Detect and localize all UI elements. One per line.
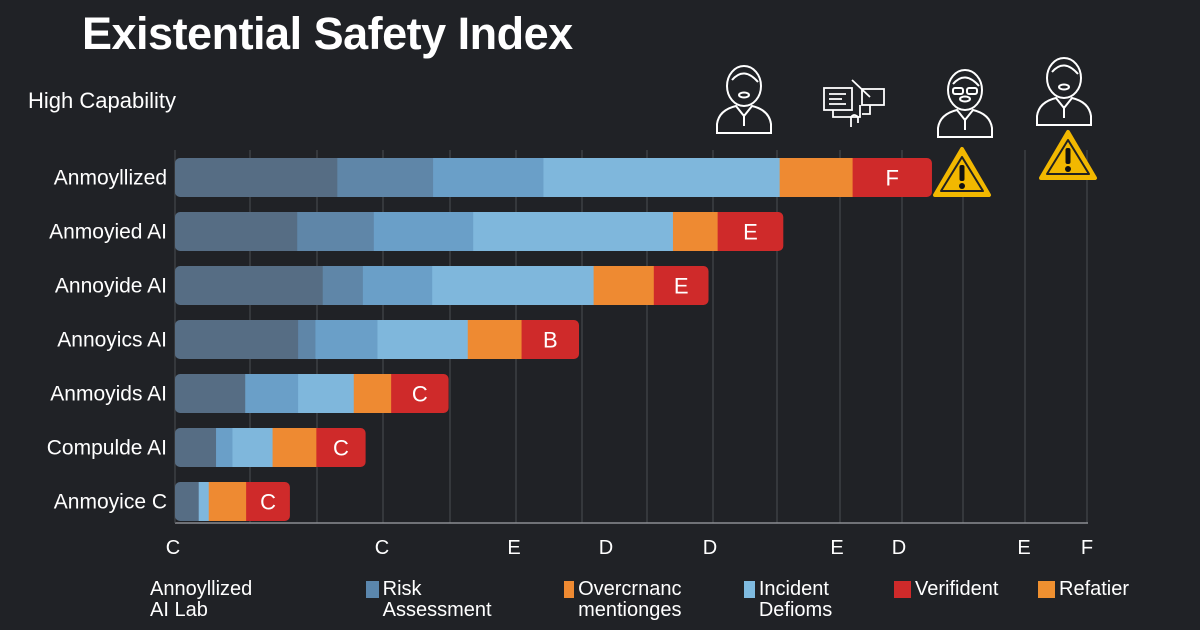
grade-label: F	[886, 166, 899, 191]
bar-row: C	[175, 428, 366, 467]
grade-label: E	[743, 220, 758, 245]
bar-segment	[362, 266, 433, 305]
bar-segment	[653, 266, 709, 305]
chart-title: Existential Safety Index	[82, 8, 573, 59]
chart-subtitle: High Capability	[28, 88, 176, 113]
bar-row: E	[175, 212, 784, 251]
y-tick-label: Anmoyied AI	[49, 221, 167, 244]
bar-segment	[377, 320, 469, 359]
grade-label: C	[333, 436, 349, 461]
bar-segment	[175, 320, 299, 359]
x-tick-label: D	[599, 537, 613, 559]
legend-item: Verifident	[894, 579, 998, 600]
bar-segment	[208, 482, 247, 521]
bar-segment	[779, 158, 854, 197]
y-tick-label: Anmoyllized	[54, 167, 167, 190]
bar-row: F	[175, 158, 932, 197]
bar-segment	[852, 158, 932, 197]
bar-segment	[272, 428, 317, 467]
x-tick-label: C	[166, 537, 180, 559]
bar-segment	[245, 374, 299, 413]
legend-title: Annoyllized AI Lab	[150, 579, 252, 621]
bar-row: E	[175, 266, 709, 305]
legend-item: Refatier	[1038, 579, 1129, 600]
bar-segment	[433, 158, 544, 197]
y-tick-label: Compulde AI	[47, 437, 167, 460]
bar-segment	[521, 320, 580, 359]
legend-label: Verifident	[915, 578, 999, 600]
bar-segment	[232, 428, 274, 467]
bar-row: B	[175, 320, 580, 359]
bar-segment	[175, 266, 324, 305]
x-tick-label: C	[375, 537, 389, 559]
bar-segment	[432, 266, 595, 305]
bar-segment	[298, 320, 316, 359]
bar-row: C	[175, 482, 290, 521]
x-tick-label: D	[892, 537, 906, 559]
bar-segment	[315, 320, 378, 359]
x-tick-label: F	[1081, 537, 1093, 559]
grade-label: C	[260, 490, 276, 515]
legend-swatch	[1038, 581, 1055, 598]
legend-swatch	[366, 581, 379, 598]
x-tick-label: E	[507, 537, 520, 559]
bar-segment	[216, 428, 233, 467]
documents-icon	[823, 79, 885, 127]
x-tick-label: E	[1017, 537, 1030, 559]
x-tick-label: E	[830, 537, 843, 559]
legend-item: Incident Defioms	[744, 579, 854, 621]
legend-item: Risk Assessment	[366, 579, 496, 621]
bar-segment	[337, 158, 434, 197]
bar-segment	[473, 212, 674, 251]
person-icon	[1036, 57, 1092, 126]
bar-segment	[298, 374, 355, 413]
person-glasses-icon	[937, 69, 993, 138]
bar-segment	[175, 158, 338, 197]
legend-swatch	[894, 581, 911, 598]
legend-label: Overcrnanc mentionges	[578, 578, 682, 621]
y-tick-label: Anmoyice C	[54, 491, 167, 514]
bar-row: C	[175, 374, 449, 413]
legend-title-text: Annoyllized AI Lab	[150, 578, 253, 621]
grade-label: B	[543, 328, 558, 353]
bar-segment	[316, 428, 366, 467]
bar-segment	[467, 320, 523, 359]
y-tick-label: Anmoyids AI	[50, 383, 167, 406]
person-icon	[716, 65, 772, 134]
y-tick-label: Annoyide AI	[55, 275, 167, 298]
bar-segment	[322, 266, 364, 305]
grade-label: E	[674, 274, 689, 299]
legend-item: Overcrnanc mentionges	[564, 579, 704, 621]
legend-label: Risk Assessment	[382, 578, 492, 621]
warning-icon	[1039, 130, 1097, 180]
bar-segment	[246, 482, 290, 521]
y-tick-label: Annoyics AI	[57, 329, 167, 352]
x-tick-label: D	[703, 537, 717, 559]
bar-segment	[373, 212, 474, 251]
bar-segment	[198, 482, 210, 521]
legend-swatch	[744, 581, 755, 598]
bar-segment	[175, 482, 200, 521]
warning-icon	[933, 147, 991, 197]
bar-segment	[543, 158, 781, 197]
legend-label: Refatier	[1059, 578, 1130, 600]
grade-label: C	[412, 382, 428, 407]
legend-swatch	[564, 581, 575, 598]
bar-segment	[175, 212, 298, 251]
bar-segment	[353, 374, 392, 413]
bar-segment	[391, 374, 449, 413]
bar-segment	[593, 266, 655, 305]
bar-segment	[175, 374, 246, 413]
legend-label: Incident Defioms	[758, 578, 833, 621]
bar-segment	[175, 428, 217, 467]
bar-segment	[717, 212, 784, 251]
bar-segment	[672, 212, 719, 251]
bar-segment	[297, 212, 375, 251]
